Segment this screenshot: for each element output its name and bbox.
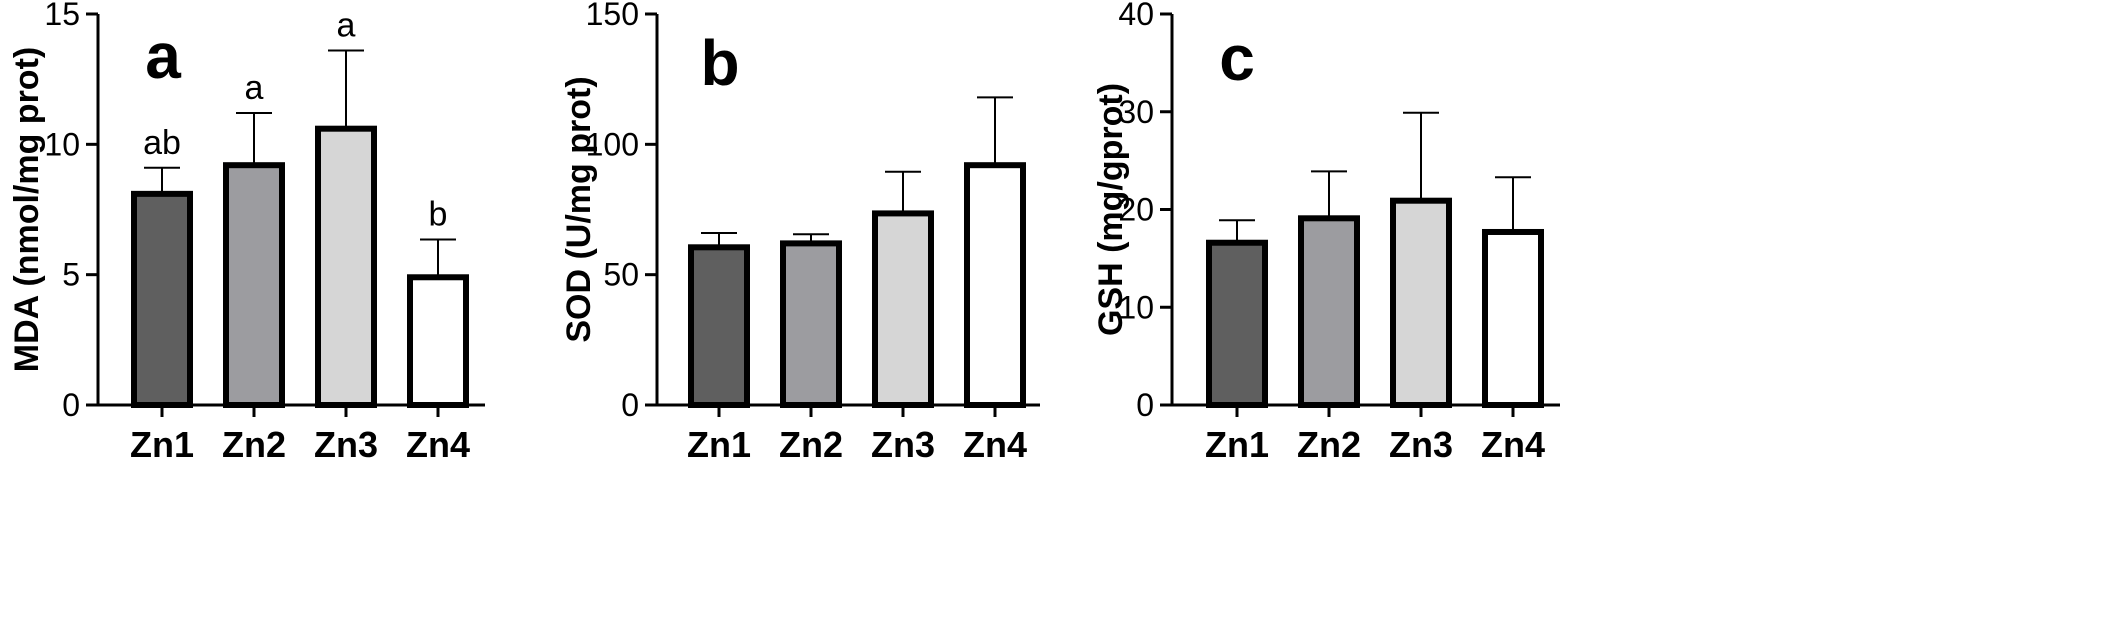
y-axis-title: SOD (U/mg prot) <box>560 76 598 342</box>
significance-label: a <box>245 69 264 107</box>
x-tick-label: Zn4 <box>406 424 470 465</box>
y-tick-label: 50 <box>603 257 639 293</box>
y-tick-label: 0 <box>621 387 639 423</box>
bar-zn3 <box>315 125 377 408</box>
significance-label: b <box>429 195 448 233</box>
y-axis-title: GSH (mg/gprot) <box>1092 83 1130 336</box>
x-tick-label: Zn4 <box>963 424 1027 465</box>
y-tick-label: 20 <box>1118 192 1154 228</box>
x-tick-label: Zn3 <box>871 424 935 465</box>
bar-zn4 <box>964 162 1026 408</box>
x-tick-label: Zn1 <box>687 424 751 465</box>
y-tick-label: 10 <box>1118 289 1154 325</box>
y-tick-label: 40 <box>1118 0 1154 32</box>
x-tick-label: Zn2 <box>779 424 843 465</box>
bar-zn2 <box>223 162 285 408</box>
x-tick-label: Zn2 <box>222 424 286 465</box>
chart-panel-a: 0 5 10 15 MDA (nmol/mg prot) a Zn1 ab Zn2 a Zn3 a Zn… <box>8 0 485 465</box>
y-tick-label: 100 <box>586 126 639 162</box>
x-tick-label: Zn2 <box>1297 424 1361 465</box>
bar-zn2 <box>780 240 842 408</box>
panel-letter: a <box>145 20 181 92</box>
bar-zn3 <box>1390 197 1452 408</box>
x-tick-label: Zn4 <box>1481 424 1545 465</box>
significance-label: a <box>337 6 356 44</box>
bar-zn1 <box>688 244 750 408</box>
chart-panel-b: 0 50 100 150 SOD (U/mg prot) b Zn1 Zn2 Zn3 Zn4 <box>560 0 1040 465</box>
x-tick-label: Zn3 <box>1389 424 1453 465</box>
y-tick-label: 10 <box>44 126 80 162</box>
significance-label: ab <box>143 124 181 162</box>
x-tick-label: Zn3 <box>314 424 378 465</box>
bar-zn3 <box>872 210 934 408</box>
y-tick-label: 30 <box>1118 94 1154 130</box>
y-tick-label: 5 <box>62 257 80 293</box>
panel-letter: c <box>1219 22 1255 94</box>
panel-letter: b <box>700 27 739 99</box>
y-tick-label: 0 <box>1136 387 1154 423</box>
y-tick-label: 150 <box>586 0 639 32</box>
y-tick-label: 0 <box>62 387 80 423</box>
y-axis-title: MDA (nmol/mg prot) <box>8 47 46 372</box>
x-tick-label: Zn1 <box>1205 424 1269 465</box>
bar-zn1 <box>1206 239 1268 408</box>
x-tick-label: Zn1 <box>130 424 194 465</box>
chart-panel-c: 0 10 20 30 40 GSH (mg/gprot) c Zn1 Zn2 Zn3 Zn4 <box>1092 0 1560 465</box>
bar-zn4 <box>407 274 469 409</box>
bar-zn2 <box>1298 215 1360 408</box>
y-tick-label: 15 <box>44 0 80 32</box>
bar-zn4 <box>1482 228 1544 408</box>
bar-zn1 <box>131 190 193 408</box>
